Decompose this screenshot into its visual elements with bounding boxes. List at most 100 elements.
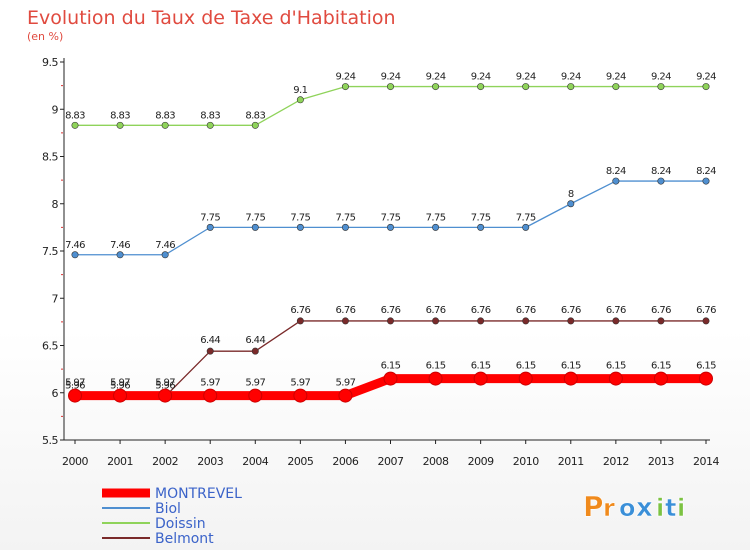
data-label-biol: 7.75 (381, 212, 401, 223)
data-label-belmont: 6.76 (651, 305, 671, 316)
data-point-belmont (341, 317, 349, 325)
logo-letter: x (636, 493, 653, 523)
x-tick-label: 2010 (513, 455, 539, 468)
data-point-montrevel (608, 371, 623, 386)
data-label-montrevel: 5.97 (155, 378, 175, 389)
data-label-belmont: 6.76 (516, 305, 536, 316)
x-tick-label: 2005 (287, 455, 313, 468)
data-point-biol (567, 200, 575, 208)
data-point-montrevel (383, 371, 398, 386)
data-point-doissin (341, 83, 349, 91)
data-point-doissin (567, 83, 575, 91)
x-tick-label: 2001 (107, 455, 133, 468)
x-tick-label: 2009 (468, 455, 494, 468)
data-point-doissin (477, 83, 485, 91)
data-point-belmont (432, 317, 440, 325)
data-label-biol: 7.46 (65, 240, 85, 251)
chart-title: Evolution du Taux de Taxe d'Habitation (27, 7, 396, 29)
data-label-belmont: 6.44 (200, 335, 220, 346)
data-label-belmont: 6.76 (471, 305, 491, 316)
data-point-biol (251, 223, 259, 231)
data-point-doissin (71, 121, 79, 129)
data-point-biol (522, 223, 530, 231)
data-point-doissin (206, 121, 214, 129)
x-tick-label: 2004 (242, 455, 268, 468)
x-tick-label: 2014 (693, 455, 719, 468)
data-labels: 5.97 5.97 5.97 5.97 5.97 5.97 5.97 6.15 6.15 6.15… (65, 72, 717, 392)
data-label-montrevel: 6.15 (696, 361, 716, 372)
data-label-biol: 7.75 (290, 212, 310, 223)
data-label-biol: 7.75 (516, 212, 536, 223)
data-point-montrevel (518, 371, 533, 386)
series-layer (68, 83, 713, 403)
data-label-doissin: 8.83 (65, 110, 85, 121)
data-label-doissin: 9.24 (696, 72, 716, 83)
data-label-doissin: 9.24 (471, 72, 491, 83)
data-label-montrevel: 6.15 (561, 361, 581, 372)
data-label-doissin: 9.24 (426, 72, 446, 83)
data-point-belmont (657, 317, 665, 325)
data-point-biol (71, 251, 79, 259)
data-label-montrevel: 5.97 (110, 378, 130, 389)
legend-label-montrevel: MONTREVEL (155, 486, 242, 502)
data-point-biol (386, 223, 394, 231)
y-tick-label: 7.5 (42, 245, 58, 258)
data-label-montrevel: 5.97 (245, 378, 265, 389)
data-label-belmont: 6.76 (381, 305, 401, 316)
data-point-belmont (702, 317, 710, 325)
data-point-doissin (296, 96, 304, 104)
axes: 5.5 6 6.5 7 7.5 8 8.5 9 9.5 2000 2001 2002 2003 2004 2… (42, 56, 720, 468)
data-label-doissin: 9.24 (651, 72, 671, 83)
data-label-biol: 8.24 (606, 166, 626, 177)
data-point-belmont (612, 317, 620, 325)
data-label-doissin: 9.24 (606, 72, 626, 83)
data-point-montrevel (248, 388, 263, 403)
legend-label-belmont: Belmont (155, 531, 214, 547)
legend-label-doissin: Doissin (155, 516, 206, 532)
x-tick-label: 2000 (62, 455, 88, 468)
data-point-biol (296, 223, 304, 231)
chart-subtitle: (en %) (27, 30, 63, 43)
logo-letter: r (603, 494, 615, 522)
logo-letter: o (619, 494, 636, 522)
data-label-doissin: 8.83 (110, 110, 130, 121)
x-tick-label: 2002 (152, 455, 178, 468)
data-point-biol (477, 223, 485, 231)
y-tick-label: 8 (52, 198, 59, 211)
x-tick-label: 2003 (197, 455, 223, 468)
y-tick-label: 8.5 (42, 151, 58, 164)
data-point-montrevel (68, 388, 82, 403)
x-tick-label: 2013 (648, 455, 674, 468)
data-point-belmont (567, 317, 575, 325)
y-tick-label: 9 (52, 103, 59, 116)
data-point-belmont (522, 317, 530, 325)
data-label-montrevel: 5.97 (65, 378, 85, 389)
data-label-doissin: 8.83 (200, 110, 220, 121)
data-point-biol (432, 223, 440, 231)
data-point-montrevel (113, 388, 128, 403)
data-label-doissin: 8.83 (245, 110, 265, 121)
logo-letter: t (665, 494, 676, 522)
data-point-biol (702, 177, 710, 185)
data-label-doissin: 9.24 (381, 72, 401, 83)
data-point-montrevel (473, 371, 488, 386)
logo-letter: i (656, 494, 664, 522)
data-point-belmont (206, 347, 214, 355)
data-point-doissin (522, 83, 530, 91)
x-tick-label: 2012 (603, 455, 629, 468)
data-point-montrevel (653, 371, 668, 386)
data-label-montrevel: 5.97 (335, 378, 355, 389)
y-tick-label: 7 (52, 292, 59, 305)
data-point-montrevel (293, 388, 308, 403)
data-label-montrevel: 5.97 (200, 378, 220, 389)
data-point-belmont (477, 317, 485, 325)
data-label-biol: 7.75 (471, 212, 491, 223)
data-label-montrevel: 5.97 (290, 378, 310, 389)
data-point-biol (206, 223, 214, 231)
data-point-montrevel (338, 388, 353, 403)
data-label-montrevel: 6.15 (606, 361, 626, 372)
y-tick-label: 6 (52, 387, 59, 400)
data-label-biol: 8.24 (696, 166, 716, 177)
data-point-biol (612, 177, 620, 185)
data-label-doissin: 9.24 (561, 72, 581, 83)
